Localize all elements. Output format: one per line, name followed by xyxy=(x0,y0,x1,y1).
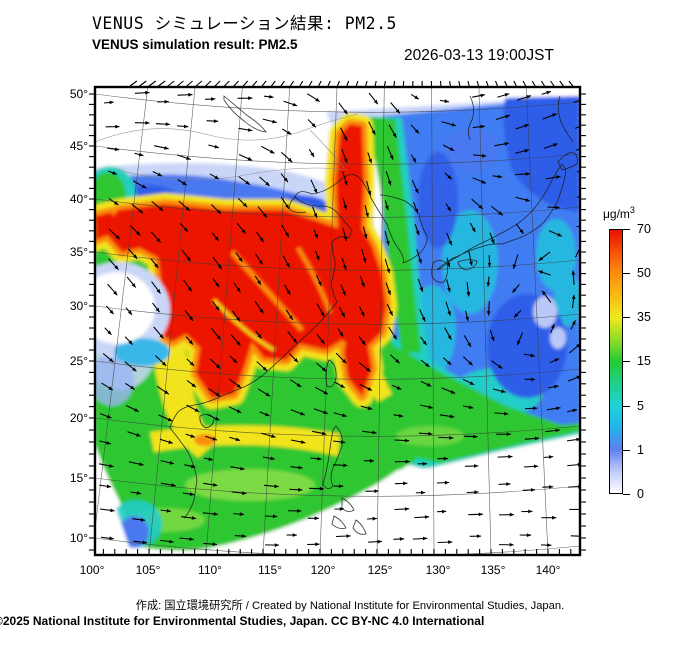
colorbar-label-15: 15 xyxy=(637,354,651,368)
colorbar-tick xyxy=(623,273,630,274)
wind-vector-heads xyxy=(106,90,580,547)
colorbar-unit-base: μg/m xyxy=(603,207,630,221)
colorbar-label-0: 0 xyxy=(637,487,644,501)
colorbar-label-1: 1 xyxy=(637,443,644,457)
lat-label-25: 25° xyxy=(69,354,88,368)
map-frame xyxy=(93,85,582,557)
colorbar-unit-exponent: 3 xyxy=(629,205,635,215)
country-borders xyxy=(95,113,359,181)
taiwan-coast xyxy=(325,359,337,388)
hokkaido-coast xyxy=(557,151,578,171)
philippines-coast xyxy=(322,425,367,535)
honshu-coast xyxy=(436,163,566,271)
footer-license-line: ©2025 National Institute for Environment… xyxy=(0,614,485,628)
lon-label-110: 110° xyxy=(198,563,222,577)
lat-label-40: 40° xyxy=(69,192,88,206)
colorbar-gradient xyxy=(609,229,623,494)
pm25-concentration-field xyxy=(95,87,580,555)
colorbar-tick xyxy=(623,406,630,407)
kyushu-coast xyxy=(431,260,448,283)
lon-label-120: 120° xyxy=(310,563,336,577)
lon-label-140: 140° xyxy=(535,563,561,577)
page-title-japanese: VENUS シミュレーション結果: PM2.5 xyxy=(92,14,397,33)
colorbar-label-50: 50 xyxy=(637,266,651,280)
bohai-coast xyxy=(289,196,307,214)
graticule-grid xyxy=(95,87,580,555)
lon-label-125: 125° xyxy=(367,563,393,577)
colorbar-tick xyxy=(623,361,630,362)
lat-label-45: 45° xyxy=(69,139,88,153)
lat-label-15: 15° xyxy=(69,471,88,485)
lon-label-130: 130° xyxy=(425,563,451,577)
colorbar-label-35: 35 xyxy=(637,310,651,324)
amur-coast xyxy=(468,95,474,141)
colorbar-label-5: 5 xyxy=(637,399,644,413)
lon-label-105: 105° xyxy=(135,563,161,577)
colorbar-unit: μg/m3 xyxy=(603,205,635,221)
colorbar-tick xyxy=(623,494,630,495)
northeast-coast xyxy=(557,95,574,143)
colorbar-label-70: 70 xyxy=(637,222,651,236)
lat-label-30: 30° xyxy=(69,299,88,313)
lon-label-135: 135° xyxy=(480,563,506,577)
lat-label-35: 35° xyxy=(69,245,88,259)
colorbar-tick xyxy=(623,317,630,318)
valid-timestamp: 2026-03-13 19:00JST xyxy=(404,47,554,64)
lat-label-50: 50° xyxy=(69,87,88,101)
colorbar-tick xyxy=(623,450,630,451)
lat-label-10: 10° xyxy=(69,531,88,545)
lon-label-115: 115° xyxy=(258,563,282,577)
lat-label-20: 20° xyxy=(69,411,88,425)
china-vietnam-coast xyxy=(169,181,353,519)
colorbar-tick xyxy=(623,229,630,230)
shikoku-coast xyxy=(457,259,478,271)
footer-credit-line: 作成: 国立環境研究所 / Created by National Instit… xyxy=(135,600,565,612)
lake-outline xyxy=(223,95,267,133)
page-title-english: VENUS simulation result: PM2.5 xyxy=(92,37,298,52)
lon-label-100: 100° xyxy=(79,563,105,577)
coastlines xyxy=(95,95,578,535)
korea-coast xyxy=(370,194,428,264)
